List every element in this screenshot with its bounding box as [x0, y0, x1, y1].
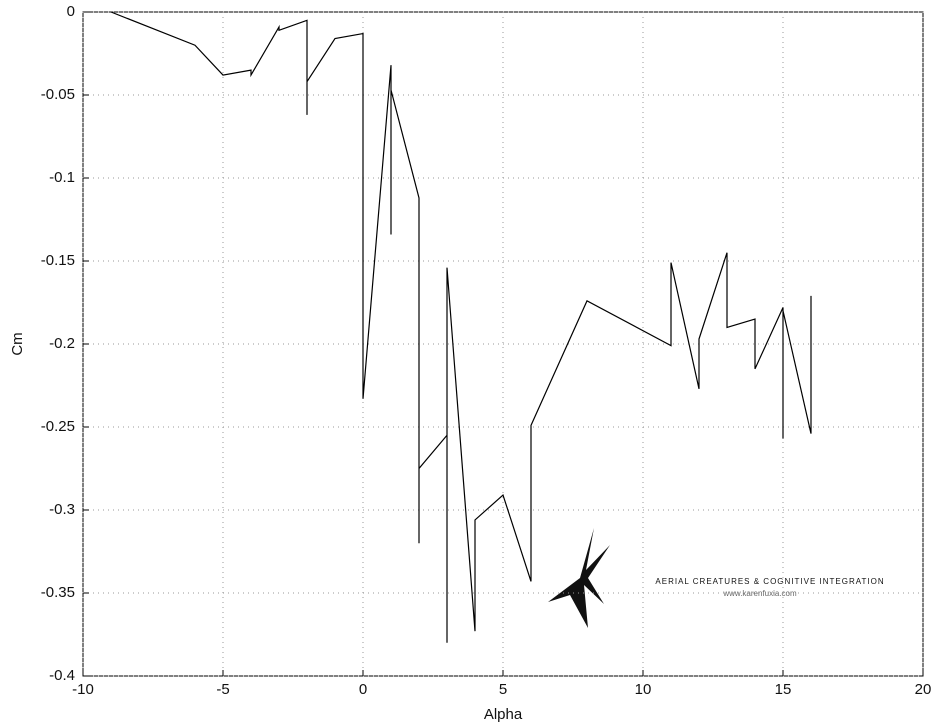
x-tick-label: 20 [915, 681, 932, 698]
y-tick-label: -0.25 [41, 418, 75, 435]
y-axis-label: Cm [9, 332, 26, 355]
x-tick-label: 15 [775, 681, 792, 698]
y-tick-label: -0.1 [49, 169, 75, 186]
y-tick-label: 0 [67, 3, 75, 20]
y-tick-label: -0.3 [49, 501, 75, 518]
y-tick-label: -0.2 [49, 335, 75, 352]
x-tick-label: 10 [635, 681, 652, 698]
logo [548, 528, 610, 628]
x-tick-label: 5 [499, 681, 507, 698]
y-tick-label: -0.35 [41, 584, 75, 601]
x-axis-label: Alpha [484, 706, 523, 723]
y-tick-label: -0.15 [41, 252, 75, 269]
x-tick-label: -5 [216, 681, 229, 698]
x-tick-label: 0 [359, 681, 367, 698]
data-line [110, 11, 812, 643]
x-tick-label: -10 [72, 681, 94, 698]
y-tick-label: -0.05 [41, 86, 75, 103]
watermark-text: AERIAL CREATURES & COGNITIVE INTEGRATION [655, 577, 884, 586]
watermark-url: www.karenfuxia.com [722, 589, 797, 598]
y-tick-label: -0.4 [49, 667, 75, 684]
